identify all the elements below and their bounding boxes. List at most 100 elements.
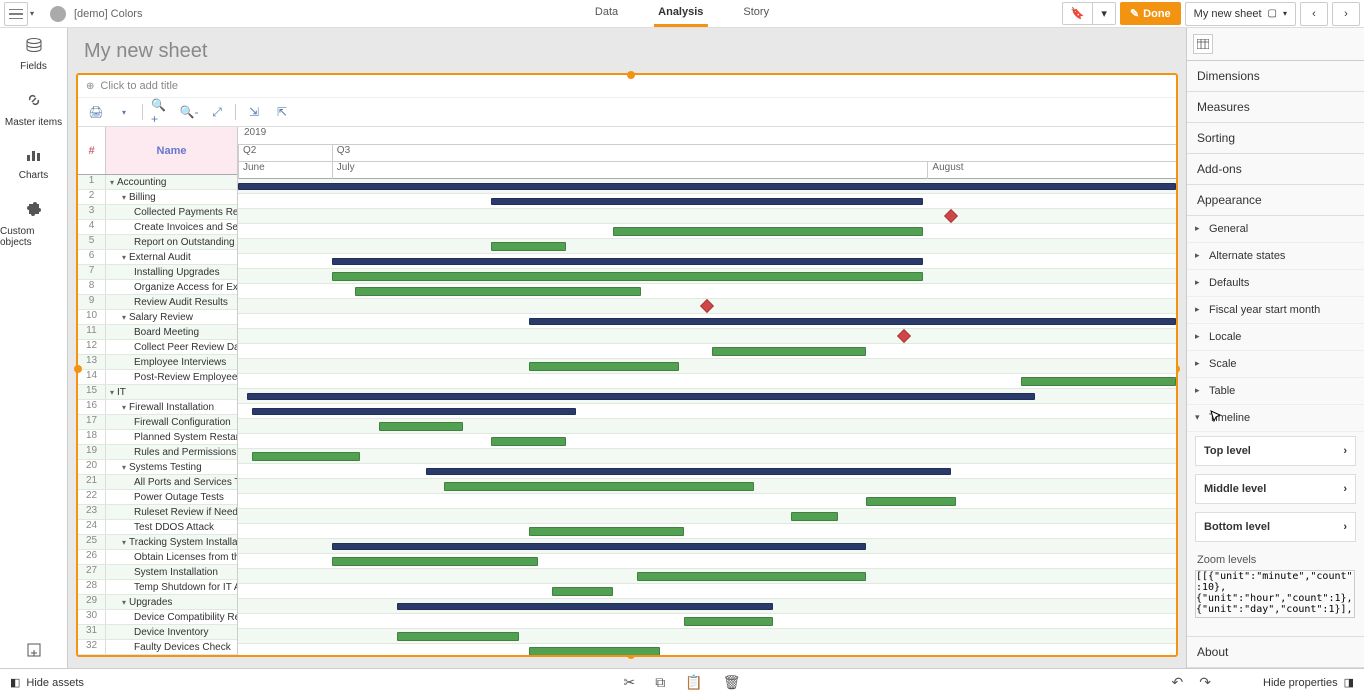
task-bar[interactable] (552, 587, 613, 596)
task-row[interactable]: 4Create Invoices and Send to Customers (78, 220, 237, 235)
rail-master-items[interactable]: Master items (0, 82, 67, 138)
sheet-selector[interactable]: My new sheet ▢ ▾ (1185, 2, 1296, 26)
print-caret-icon[interactable]: ▾ (114, 102, 134, 122)
undo-button[interactable]: ↶ (1172, 674, 1184, 691)
task-bar[interactable] (444, 482, 754, 491)
rail-charts[interactable]: Charts (0, 138, 67, 191)
task-row[interactable]: 2▾Billing (78, 190, 237, 205)
summary-bar[interactable] (332, 543, 867, 550)
task-bar[interactable] (491, 437, 566, 446)
sub-middle-level[interactable]: Middle level› (1195, 474, 1356, 504)
expand-icon[interactable]: ▾ (122, 403, 126, 412)
task-row[interactable]: 16▾Firewall Installation (78, 400, 237, 415)
section-addons[interactable]: Add-ons (1187, 154, 1364, 185)
task-bar[interactable] (613, 227, 923, 236)
summary-bar[interactable] (238, 183, 1176, 190)
summary-bar[interactable] (397, 603, 772, 610)
chart-container[interactable]: ⊕ Click to add title 🖨 ▾ 🔍+ 🔍- ⤢ ⇲ ⇱ # (76, 73, 1178, 657)
expand-icon[interactable]: ▾ (122, 193, 126, 202)
zoom-in-button[interactable]: 🔍+ (151, 102, 171, 122)
item-timeline[interactable]: ▾ Timeline (1187, 405, 1364, 432)
menu-caret-icon[interactable]: ▾ (30, 9, 42, 18)
task-row[interactable]: 8Organize Access for External Auditors (78, 280, 237, 295)
hamburger-menu[interactable] (4, 2, 28, 26)
zoom-fit-button[interactable]: ⤢ (207, 102, 227, 122)
item-table[interactable]: ▸Table (1187, 378, 1364, 405)
done-button[interactable]: ✎ Done (1120, 2, 1181, 25)
expand-icon[interactable]: ▾ (122, 253, 126, 262)
task-row[interactable]: 19Rules and Permissions Audit (78, 445, 237, 460)
hide-assets-button[interactable]: ◧ Hide assets (10, 676, 84, 689)
task-bar[interactable] (529, 647, 660, 655)
expand-icon[interactable]: ▾ (110, 388, 114, 397)
next-sheet-button[interactable]: › (1332, 2, 1360, 26)
task-row[interactable]: 11Board Meeting (78, 325, 237, 340)
item-locale[interactable]: ▸Locale (1187, 324, 1364, 351)
task-bar[interactable] (791, 512, 838, 521)
redo-button[interactable]: ↷ (1199, 674, 1211, 691)
expand-icon[interactable]: ▾ (122, 538, 126, 547)
tab-story[interactable]: Story (739, 0, 773, 27)
task-row[interactable]: 10▾Salary Review (78, 310, 237, 325)
item-fiscal[interactable]: ▸Fiscal year start month (1187, 297, 1364, 324)
item-general[interactable]: ▸General (1187, 216, 1364, 243)
task-bar[interactable] (529, 362, 679, 371)
summary-bar[interactable] (247, 393, 1035, 400)
task-bar[interactable] (529, 527, 684, 536)
delete-button[interactable]: 🗑 (723, 674, 741, 691)
task-bar[interactable] (397, 632, 519, 641)
prev-sheet-button[interactable]: ‹ (1300, 2, 1328, 26)
task-bar[interactable] (866, 497, 955, 506)
task-row[interactable]: 31Device Inventory (78, 625, 237, 640)
task-bar[interactable] (379, 422, 463, 431)
task-row[interactable]: 30Device Compatibility Review (78, 610, 237, 625)
milestone-marker[interactable] (944, 209, 958, 223)
task-row[interactable]: 24Test DDOS Attack (78, 520, 237, 535)
properties-table-icon[interactable] (1193, 34, 1213, 54)
task-row[interactable]: 25▾Tracking System Installation (78, 535, 237, 550)
summary-bar[interactable] (529, 318, 1176, 325)
expand-icon[interactable]: ▾ (110, 178, 114, 187)
summary-bar[interactable] (252, 408, 576, 415)
task-bar[interactable] (1021, 377, 1176, 386)
task-row[interactable]: 28Temp Shutdown for IT Audit (78, 580, 237, 595)
rail-fields[interactable]: Fields (0, 28, 67, 82)
task-row[interactable]: 1▾Accounting (78, 175, 237, 190)
item-defaults[interactable]: ▸Defaults (1187, 270, 1364, 297)
summary-bar[interactable] (491, 198, 922, 205)
milestone-marker[interactable] (700, 299, 714, 313)
zoom-out-button[interactable]: 🔍- (179, 102, 199, 122)
task-row[interactable]: 5Report on Outstanding Collections (78, 235, 237, 250)
resize-handle-top[interactable] (627, 71, 635, 79)
task-row[interactable]: 22Power Outage Tests (78, 490, 237, 505)
task-bar[interactable] (712, 347, 867, 356)
task-row[interactable]: 27System Installation (78, 565, 237, 580)
task-bar[interactable] (332, 557, 538, 566)
task-row[interactable]: 18Planned System Restart (78, 430, 237, 445)
task-row[interactable]: 14Post-Review Employee Interviews (78, 370, 237, 385)
section-appearance[interactable]: Appearance (1187, 185, 1364, 216)
print-button[interactable]: 🖨 (86, 102, 106, 122)
task-row[interactable]: 9Review Audit Results (78, 295, 237, 310)
copy-button[interactable]: ⧉ (655, 674, 665, 691)
task-row[interactable]: 15▾IT (78, 385, 237, 400)
expand-button[interactable]: ⇲ (244, 102, 264, 122)
tab-analysis[interactable]: Analysis (654, 0, 707, 27)
task-bar[interactable] (355, 287, 641, 296)
paste-button[interactable]: 📋 (685, 674, 702, 691)
section-sorting[interactable]: Sorting (1187, 123, 1364, 154)
tab-data[interactable]: Data (591, 0, 622, 27)
col-header-number[interactable]: # (78, 127, 106, 174)
task-row[interactable]: 21All Ports and Services Test (78, 475, 237, 490)
task-row[interactable]: 17Firewall Configuration (78, 415, 237, 430)
sub-bottom-level[interactable]: Bottom level› (1195, 512, 1356, 542)
sub-top-level[interactable]: Top level› (1195, 436, 1356, 466)
task-row[interactable]: 13Employee Interviews (78, 355, 237, 370)
item-alternate-states[interactable]: ▸Alternate states (1187, 243, 1364, 270)
expand-icon[interactable]: ▾ (122, 598, 126, 607)
summary-bar[interactable] (426, 468, 951, 475)
milestone-marker[interactable] (897, 329, 911, 343)
task-bar[interactable] (684, 617, 773, 626)
bookmark-button[interactable]: 🔖 ▾ (1062, 2, 1116, 25)
task-row[interactable]: 20▾Systems Testing (78, 460, 237, 475)
